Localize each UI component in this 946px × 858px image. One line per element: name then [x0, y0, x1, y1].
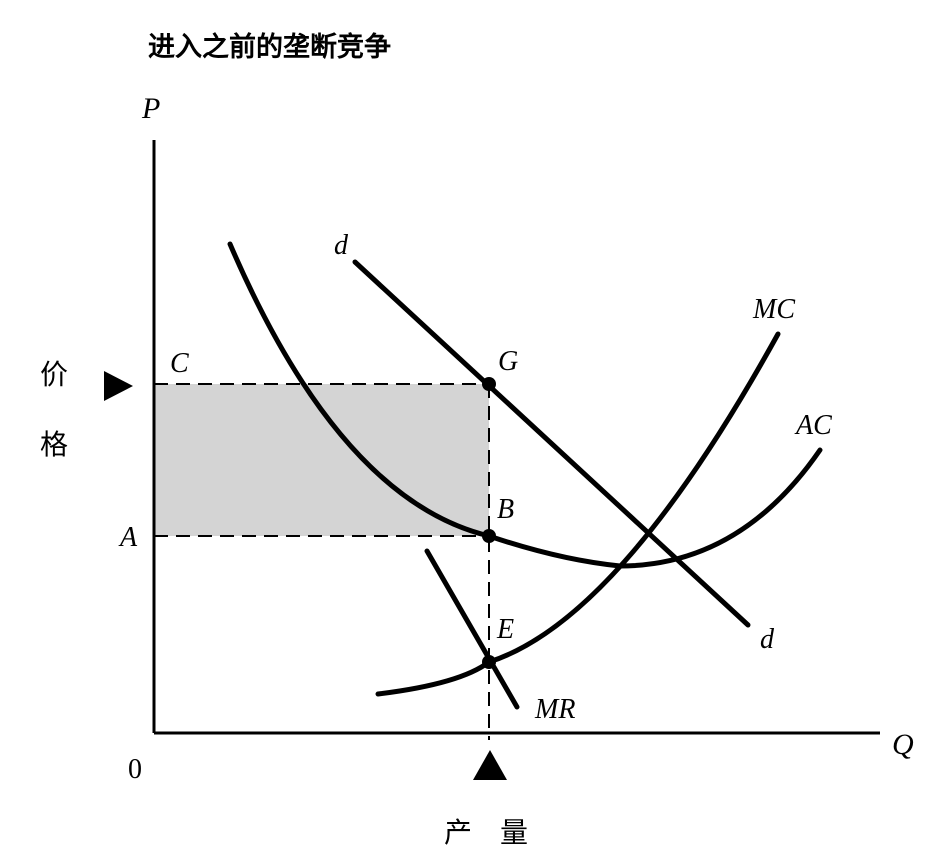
point-label-b: B: [497, 494, 514, 525]
mr-curve: [424, 548, 520, 710]
point-label-a: A: [118, 522, 138, 553]
point-label-e: E: [496, 614, 514, 645]
point-e: [482, 655, 496, 669]
x-axis-label: Q: [892, 728, 914, 761]
diagram-title: 进入之前的垄断竞争: [148, 31, 391, 63]
quantity-marker-arrow-icon: [473, 750, 507, 780]
ac-curve: [227, 241, 823, 569]
x-axis-title: 产 量: [444, 816, 528, 849]
y-axis-title-line1: 价: [40, 358, 68, 391]
point-b: [482, 529, 496, 543]
price-marker-arrow-icon: [104, 371, 133, 401]
demand-curve: [352, 259, 751, 628]
ac-label: AC: [794, 410, 832, 441]
origin-label: 0: [128, 754, 142, 785]
y-axis-label: P: [141, 92, 160, 125]
mr-label: MR: [534, 694, 575, 725]
y-axis-title-line2: 格: [40, 428, 68, 461]
point-g: [482, 377, 496, 391]
mc-label: MC: [752, 294, 795, 325]
mc-curve: [375, 331, 781, 697]
demand-label-top: d: [334, 230, 349, 261]
point-label-g: G: [498, 346, 518, 377]
point-label-c: C: [170, 348, 189, 379]
demand-label-bottom: d: [760, 624, 775, 655]
